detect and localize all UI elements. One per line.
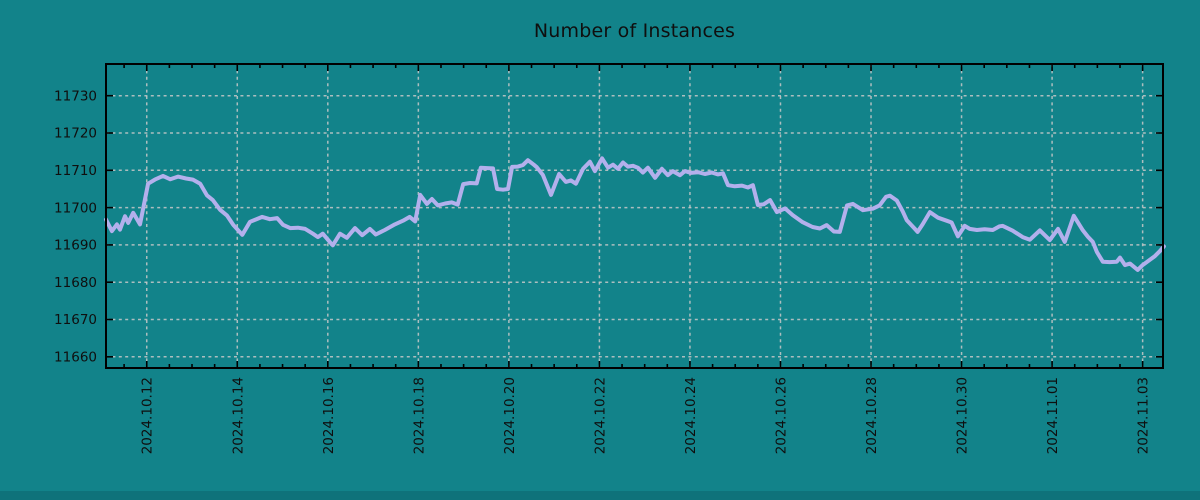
series-line (104, 156, 1166, 272)
y-tick-label: 11710 (54, 163, 97, 179)
x-tick-label: 2024.11.01 (1045, 377, 1061, 454)
x-tick-label: 2024.10.18 (411, 377, 427, 454)
bottom-strip (0, 491, 1200, 500)
x-tick-label: 2024.10.26 (773, 377, 789, 454)
x-tick-label: 2024.10.24 (683, 377, 699, 454)
x-tick-label: 2024.10.14 (230, 377, 246, 454)
x-tick-label: 2024.10.16 (321, 377, 337, 454)
plot-border (105, 63, 1164, 369)
x-tick-label: 2024.10.22 (592, 377, 608, 454)
y-tick-label: 11660 (54, 350, 97, 366)
x-tick-label: 2024.10.12 (140, 377, 156, 454)
y-tick-label: 11700 (54, 200, 97, 216)
y-tick-label: 11670 (54, 312, 97, 328)
x-tick-label: 2024.10.20 (502, 377, 518, 454)
y-tick-label: 11720 (54, 126, 97, 142)
x-tick-label: 2024.10.28 (864, 377, 880, 454)
x-tick-label: 2024.11.03 (1136, 377, 1152, 454)
y-tick-label: 11680 (54, 275, 97, 291)
y-tick-label: 11690 (54, 238, 97, 254)
chart-title: Number of Instances (533, 20, 736, 42)
x-tick-label: 2024.10.30 (955, 377, 971, 454)
y-tick-label: 11730 (54, 88, 97, 104)
